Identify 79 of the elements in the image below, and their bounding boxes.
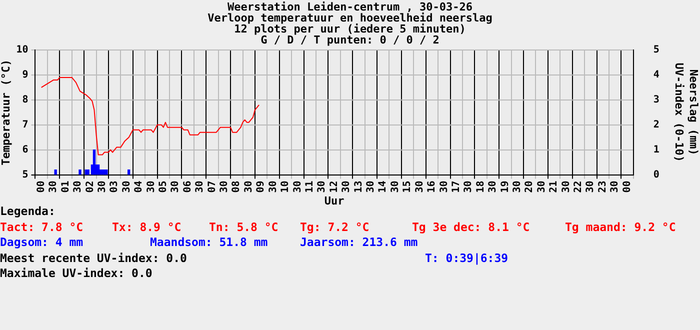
x-tick-label: 30 [146, 180, 157, 193]
x-tick-label: 30 [96, 180, 108, 193]
x-tick-label: 13 [353, 180, 364, 193]
chart-subtitle: Verloop temperatuur en hoeveelheid neerslag 12 plots per uur (iedere 5 minuten) G / D / T punten: 0 / 0 / 2 [208, 11, 492, 46]
text: Dagsom: 4 mm [0, 235, 84, 249]
y2-tick-label: 0 [653, 169, 660, 180]
x-tick-label: 30 [585, 180, 596, 193]
text: Tn: 5.8 °C [209, 220, 278, 234]
y2-tick-label: 3 [653, 94, 660, 106]
text: Tg 3e dec: 8.1 °C [412, 220, 530, 234]
x-tick-label: 30 [341, 180, 352, 193]
x-tick-label: 30 [463, 180, 474, 193]
x-tick-label: 30 [512, 180, 524, 193]
x-tick-label: 30 [536, 180, 548, 193]
x-tick-label: 30 [390, 180, 401, 193]
x-tick-label: 30 [243, 180, 254, 193]
x-tick-label: 30 [194, 180, 206, 193]
text: Tg: 7.2 °C [300, 220, 370, 234]
x-tick-label: 30 [316, 180, 328, 193]
x-tick-label: 09 [256, 180, 267, 193]
x-tick-label: 18 [475, 180, 486, 193]
x-tick-label: 08 [231, 180, 242, 193]
text: T: 0:39|6:39 [425, 250, 508, 264]
x-tick-label: 06 [182, 180, 194, 193]
y-tick-label: 7 [22, 119, 28, 130]
y2-tick-label: 5 [653, 44, 660, 56]
x-tick-label: 00 [36, 180, 47, 193]
x-tick-label: 00 [622, 180, 633, 193]
chart-title: Weerstation Leiden-centrum , 30-03-26 [227, 0, 473, 14]
text: Legenda: [0, 204, 56, 218]
y2-axis-title: Neerslag (mm) UV-index (0-10) [672, 62, 700, 162]
y-tick-label: 5 [22, 169, 28, 180]
text: Tact: 7.8 °C [0, 220, 84, 234]
x-tick-label: 16 [426, 180, 438, 193]
x-tick-label: 30 [219, 180, 230, 193]
x-tick-label: 30 [438, 180, 450, 193]
x-tick-label: 30 [268, 180, 279, 193]
y2-tick-label: 1 [653, 144, 660, 156]
text: Tg maand: 9.2 °C [565, 220, 676, 234]
y-tick-label: 8 [22, 94, 28, 106]
y-tick-label: 10 [16, 44, 28, 56]
x-tick-label: 30 [610, 180, 621, 193]
text: Meest recente UV-index: 0.0 [0, 250, 187, 264]
x-tick-label: 02 [84, 180, 96, 193]
x-tick-label: 04 [134, 180, 145, 193]
x-tick-label: 30 [560, 180, 572, 193]
x-tick-label: 11 [304, 180, 316, 193]
x-tick-label: 30 [121, 180, 132, 193]
text: Tx: 8.9 °C [112, 220, 182, 234]
y-axis-title: Temperatuur (°C) [0, 59, 12, 166]
x-tick-label: 17 [450, 180, 462, 193]
x-tick-label: 01 [60, 180, 72, 193]
x-tick-label: 19 [500, 180, 511, 193]
x-tick-label: 12 [328, 180, 340, 193]
x-tick-label: 30 [366, 180, 377, 193]
x-tick-label: 30 [414, 180, 426, 193]
x-tick-label: 21 [548, 180, 560, 193]
x-tick-label: 20 [524, 180, 536, 193]
x-tick-label: 30 [72, 180, 84, 193]
x-tick-label: 15 [402, 180, 414, 193]
text: Maximale UV-index: 0.0 [0, 266, 152, 280]
x-tick-label: 14 [378, 180, 389, 193]
text: Jaarsom: 213.6 mm [300, 235, 418, 249]
x-tick-label: 22 [573, 180, 584, 193]
x-tick-label: 23 [597, 180, 608, 193]
x-tick-label: 30 [488, 180, 499, 193]
x-tick-label: 05 [158, 180, 170, 193]
x-tick-label: 30 [292, 180, 304, 193]
y-tick-label: 9 [22, 70, 28, 81]
y-tick-label: 6 [22, 144, 28, 156]
text: Maandsom: 51.8 mm [150, 235, 268, 249]
x-tick-label: 30 [170, 180, 182, 193]
x-tick-label: 30 [48, 180, 60, 193]
y2-tick-label: 2 [653, 119, 660, 130]
x-axis-title: Uur [324, 194, 345, 208]
x-tick-label: 03 [109, 180, 120, 193]
x-tick-label: 10 [280, 180, 292, 193]
x-tick-label: 07 [206, 180, 218, 193]
y2-tick-label: 4 [653, 70, 660, 81]
